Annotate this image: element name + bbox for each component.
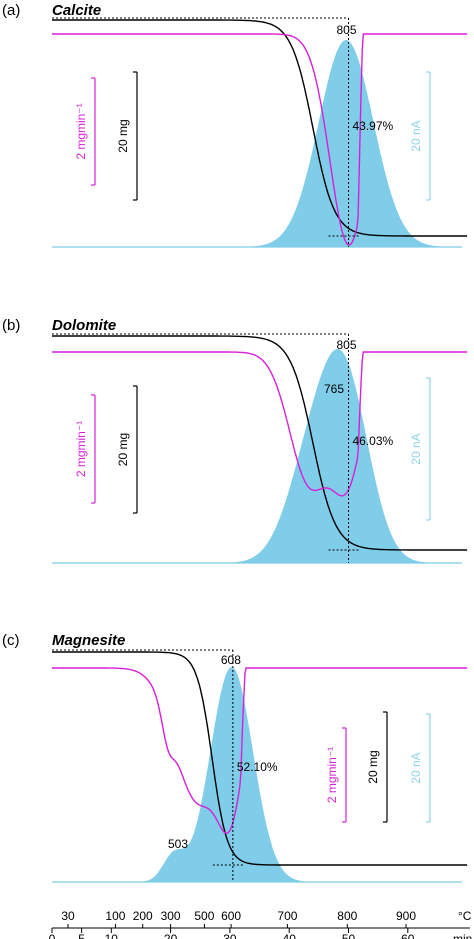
- temp-tick-label: 700: [277, 909, 297, 923]
- panel-title: Magnesite: [52, 632, 125, 649]
- dtg-scale-bar: 2 mgmin⁻¹: [74, 394, 96, 504]
- temp-tick-label: 30: [61, 909, 75, 923]
- temp-tick-label: 100: [105, 909, 125, 923]
- ms-signal-area: [52, 40, 468, 247]
- ms-scale-bar: 20 nA: [409, 71, 431, 201]
- tg-scale-bar: 20 mg: [366, 711, 388, 823]
- temp-tick-label: 300: [161, 909, 181, 923]
- peak-temperature-label: 608: [221, 653, 241, 667]
- dtg-scale-bar-label: 2 mgmin⁻¹: [74, 103, 88, 159]
- panel-label: (a): [2, 2, 20, 19]
- panel-title: Dolomite: [52, 317, 116, 334]
- temp-tick-label: 600: [221, 909, 241, 923]
- time-tick-label: 30: [223, 932, 237, 939]
- temp-unit-label: °C: [458, 909, 472, 923]
- bottom-axis: 0 5 10 20 30 40 50 60 min 30 100 200 300 500 600 700 800…: [49, 909, 473, 939]
- peak-temperature-label: 805: [337, 338, 357, 352]
- mass-loss-label: 43.97%: [353, 119, 394, 133]
- temp-tick-label: 500: [194, 909, 214, 923]
- ms-scale-bar-label: 20 nA: [409, 433, 423, 464]
- time-tick-label: 20: [164, 932, 178, 939]
- time-tick-label: 5: [78, 932, 85, 939]
- tg-curve: [52, 335, 468, 551]
- tg-scale-bar: 20 mg: [116, 71, 138, 201]
- dtg-curve: [52, 33, 468, 246]
- temp-tick-label: 800: [337, 909, 357, 923]
- mass-loss-label: 52.10%: [237, 760, 278, 774]
- temp-tick-label: 200: [133, 909, 153, 923]
- time-tick-label: 10: [105, 932, 119, 939]
- shoulder-peak-label: 503: [168, 837, 188, 851]
- panel-label: (b): [2, 317, 20, 334]
- dtg-scale-bar: 2 mgmin⁻¹: [325, 727, 347, 823]
- ms-scale-bar-label: 20 nA: [409, 120, 423, 151]
- dtg-curve: [52, 351, 468, 497]
- time-tick-label: 50: [342, 932, 356, 939]
- tg-scale-bar-label: 20 mg: [116, 433, 130, 466]
- ms-signal-area: [52, 667, 468, 882]
- panel-magnesite: (c) Magnesite 608 52.10% 503 2 mgmin⁻¹ 20 mg 20…: [2, 632, 468, 883]
- panel-label: (c): [2, 632, 20, 649]
- tg-scale-bar-label: 20 mg: [366, 750, 380, 783]
- time-tick-label: 0: [49, 932, 56, 939]
- panel-dolomite: (b) Dolomite 805 46.03% 765 2 mgmin⁻¹ 20 mg 20 …: [2, 317, 468, 564]
- dtg-curve: [52, 667, 468, 835]
- ms-scale-bar-label: 20 nA: [409, 752, 423, 783]
- peak-temperature-label: 805: [337, 23, 357, 37]
- ms-signal-area: [52, 349, 468, 563]
- time-tick-label: 40: [283, 932, 297, 939]
- tg-curve: [52, 651, 468, 866]
- ms-scale-bar: 20 nA: [409, 377, 431, 521]
- panel-calcite: (a) Calcite 805 43.97% 2 mgmin⁻¹ 20 mg 20 nA: [2, 2, 468, 248]
- dtg-scale-bar-label: 2 mgmin⁻¹: [325, 747, 339, 803]
- dtg-scale-bar: 2 mgmin⁻¹: [74, 77, 96, 186]
- shoulder-peak-label: 765: [324, 382, 344, 396]
- dtg-scale-bar-label: 2 mgmin⁻¹: [74, 421, 88, 477]
- panel-title: Calcite: [52, 2, 101, 19]
- tg-scale-bar: 20 mg: [116, 385, 138, 514]
- mass-loss-label: 46.03%: [353, 434, 394, 448]
- time-tick-label: 60: [401, 932, 415, 939]
- tg-curve: [52, 19, 468, 237]
- temp-tick-label: 900: [396, 909, 416, 923]
- ms-scale-bar: 20 nA: [409, 713, 431, 823]
- time-unit-label: min: [453, 932, 472, 939]
- tg-scale-bar-label: 20 mg: [116, 119, 130, 152]
